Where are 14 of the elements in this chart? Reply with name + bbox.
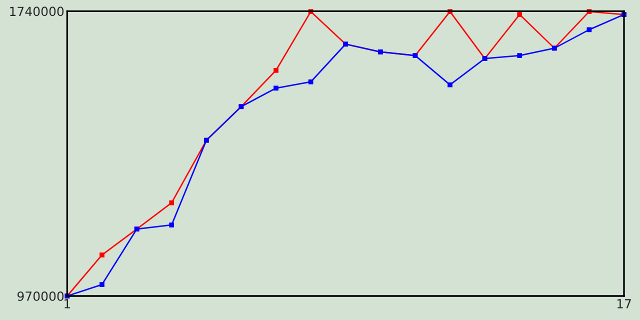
point xyxy=(448,82,452,88)
x-tick-label: 17 xyxy=(617,299,631,308)
point xyxy=(169,200,174,206)
y-tick-label: 1740000 xyxy=(10,6,64,16)
point xyxy=(100,282,104,287)
point xyxy=(517,12,522,17)
point xyxy=(517,53,522,58)
x-tick-label: 1 xyxy=(64,299,70,308)
point xyxy=(308,79,314,84)
point xyxy=(100,252,104,258)
y-tick-label: 970000 xyxy=(17,291,64,301)
point xyxy=(274,86,278,91)
point xyxy=(274,68,278,73)
point xyxy=(169,222,174,228)
